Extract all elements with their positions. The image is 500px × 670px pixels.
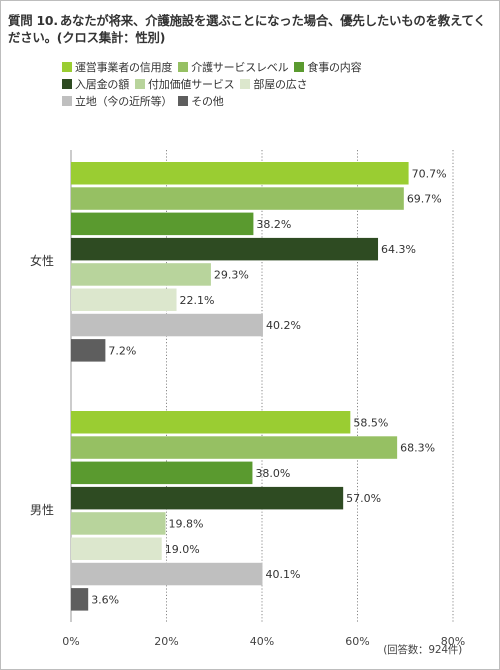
legend-swatch xyxy=(294,61,305,72)
category-label: 女性 xyxy=(30,253,54,268)
bar xyxy=(71,512,166,535)
bar-value-label: 29.3% xyxy=(214,268,249,281)
legend-row: 立地（今の近所等） その他 xyxy=(62,92,482,109)
bar xyxy=(71,263,211,286)
legend-row: 入居金の額 付加価値サービス 部屋の広さ xyxy=(62,75,482,92)
legend-swatch xyxy=(62,78,72,89)
bar xyxy=(71,339,106,362)
legend-label: その他 xyxy=(191,94,224,108)
legend-item: 立地（今の近所等） xyxy=(62,93,172,109)
legend-item: 運営事業者の信用度 xyxy=(62,59,172,75)
bar xyxy=(71,461,253,485)
chart-legend: 運営事業者の信用度 介護サービスレベル 食事の内容入居金の額 付加価値サービス 部屋の広… xyxy=(62,58,482,109)
legend-item: 入居金の額 xyxy=(62,76,129,92)
legend-item: 部屋の広さ xyxy=(240,76,308,92)
legend-label: 介護サービスレベル xyxy=(191,60,289,74)
bar-value-label: 19.0% xyxy=(165,543,200,556)
bar xyxy=(71,436,398,459)
legend-label: 付加価値サービス xyxy=(148,77,235,91)
bar-value-label: 38.0% xyxy=(255,467,290,480)
bar-value-label: 57.0% xyxy=(346,492,381,505)
bar xyxy=(71,537,162,560)
bar-value-label: 40.2% xyxy=(266,319,301,332)
bar-value-label: 22.1% xyxy=(180,294,215,307)
bar xyxy=(71,588,89,611)
bar-value-label: 64.3% xyxy=(381,243,416,256)
bar xyxy=(71,187,404,210)
legend-swatch xyxy=(62,95,72,106)
legend-label: 部屋の広さ xyxy=(253,77,308,91)
x-tick-label: 0% xyxy=(62,635,79,648)
bar xyxy=(71,162,409,185)
bar xyxy=(71,411,351,434)
legend-label: 食事の内容 xyxy=(307,60,362,74)
bar-value-label: 70.7% xyxy=(412,167,447,180)
legend-item: 介護サービスレベル xyxy=(178,59,289,75)
legend-row: 運営事業者の信用度 介護サービスレベル 食事の内容 xyxy=(62,58,482,75)
legend-item: 付加価値サービス xyxy=(135,76,235,92)
legend-label: 入居金の額 xyxy=(75,77,129,91)
bar-value-label: 19.8% xyxy=(169,517,204,530)
legend-swatch xyxy=(178,95,189,106)
bar-value-label: 3.6% xyxy=(91,593,119,606)
question-text: あなたが将来、介護施設を選ぶことになった場合、優先したいものを教えてください。(… xyxy=(8,13,486,45)
x-tick-label: 60% xyxy=(345,635,369,648)
legend-swatch xyxy=(62,61,72,72)
legend-swatch xyxy=(178,61,189,72)
bar-value-label: 38.2% xyxy=(256,218,291,231)
bar-value-label: 58.5% xyxy=(353,416,388,429)
bar xyxy=(71,562,263,586)
bar xyxy=(71,237,379,261)
legend-label: 立地（今の近所等） xyxy=(75,94,173,108)
response-count-note: (回答数：924件) xyxy=(383,644,462,656)
x-tick-label: 80% xyxy=(441,635,465,648)
bar xyxy=(71,212,254,236)
question-number: 質問 10. xyxy=(8,13,58,28)
category-label: 男性 xyxy=(30,503,54,517)
bar xyxy=(71,288,177,311)
chart-title: 質問 10. あなたが将来、介護施設を選ぶことになった場合、優先したいものを教えて… xyxy=(8,12,486,46)
legend-swatch xyxy=(135,78,145,89)
bar-value-label: 40.1% xyxy=(265,568,300,581)
bar-value-label: 7.2% xyxy=(108,344,136,357)
legend-label: 運営事業者の信用度 xyxy=(75,60,173,74)
bar-value-label: 69.7% xyxy=(407,193,442,206)
bar xyxy=(71,313,263,337)
legend-swatch xyxy=(240,78,251,89)
bar-value-label: 68.3% xyxy=(400,442,435,455)
x-tick-label: 40% xyxy=(250,635,274,648)
x-tick-label: 20% xyxy=(154,635,178,648)
bar xyxy=(71,486,344,510)
legend-item: 食事の内容 xyxy=(294,59,362,75)
legend-item: その他 xyxy=(178,93,224,109)
